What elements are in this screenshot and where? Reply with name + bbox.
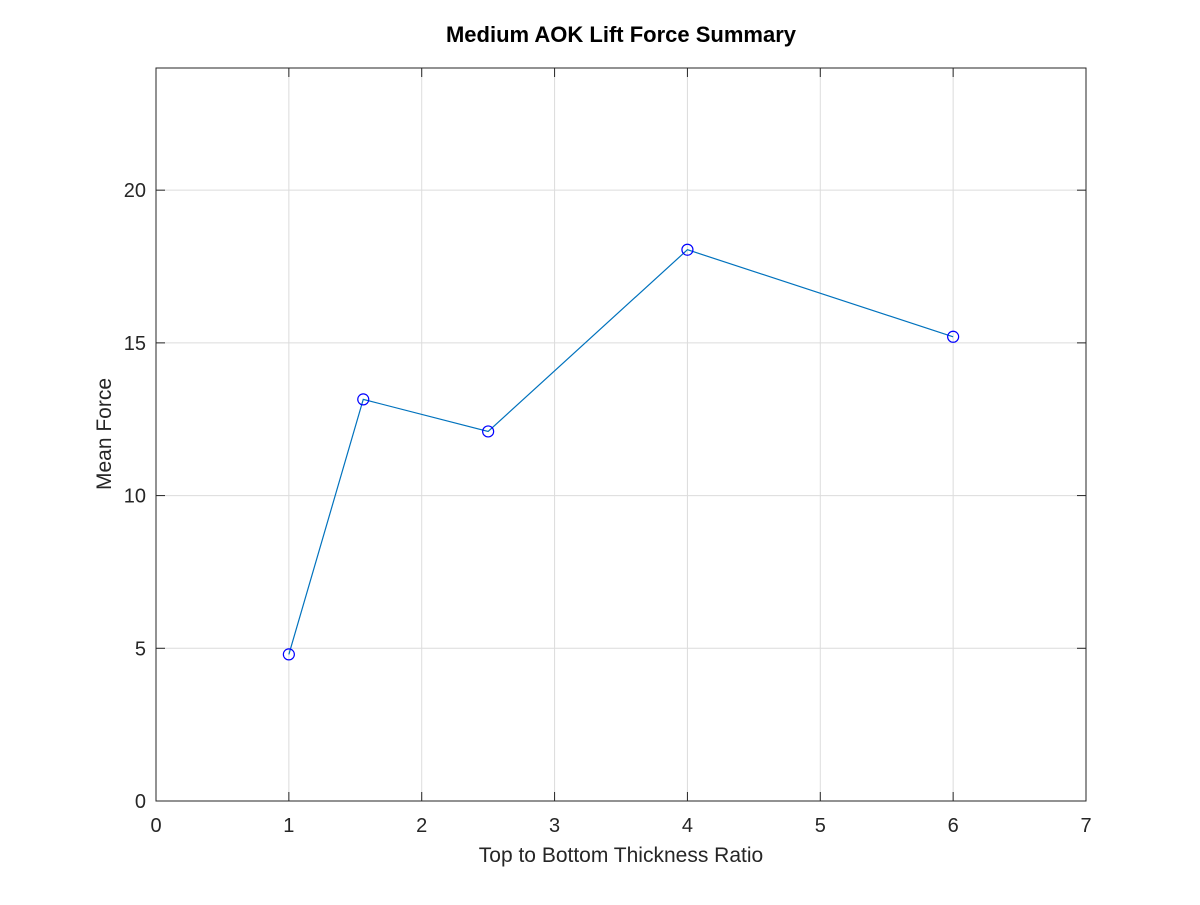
y-tick-label: 0 (135, 791, 146, 813)
y-tick-label: 15 (124, 333, 146, 355)
x-tick-label: 3 (549, 815, 560, 837)
ticks: 0 1 2 3 4 5 6 7 0 5 10 15 20 (124, 68, 1092, 837)
x-tick-label: 7 (1080, 815, 1091, 837)
y-axis-label: Mean Force (93, 378, 116, 490)
series-line (288, 249, 954, 655)
axes (155, 67, 1087, 802)
x-axis-label: Top to Bottom Thickness Ratio (479, 844, 763, 867)
grid (156, 68, 1086, 801)
series-layer (282, 243, 960, 661)
x-tick-label: 5 (815, 815, 826, 837)
y-tick-label: 5 (135, 638, 146, 660)
x-tick-label: 1 (283, 815, 294, 837)
data-point-marker (482, 425, 495, 438)
x-tick-label: 4 (682, 815, 693, 837)
data-point-marker (681, 243, 694, 256)
chart-title: Medium AOK Lift Force Summary (446, 22, 797, 47)
x-tick-label: 2 (416, 815, 427, 837)
data-point-marker (357, 393, 370, 406)
y-tick-label: 20 (124, 180, 146, 202)
axes-box (155, 67, 1087, 802)
data-point-marker (282, 648, 295, 661)
x-tick-label: 0 (150, 815, 161, 837)
plot-area (156, 68, 1086, 801)
x-tick-label: 6 (948, 815, 959, 837)
y-tick-label: 10 (124, 486, 146, 508)
data-point-marker (947, 330, 960, 343)
